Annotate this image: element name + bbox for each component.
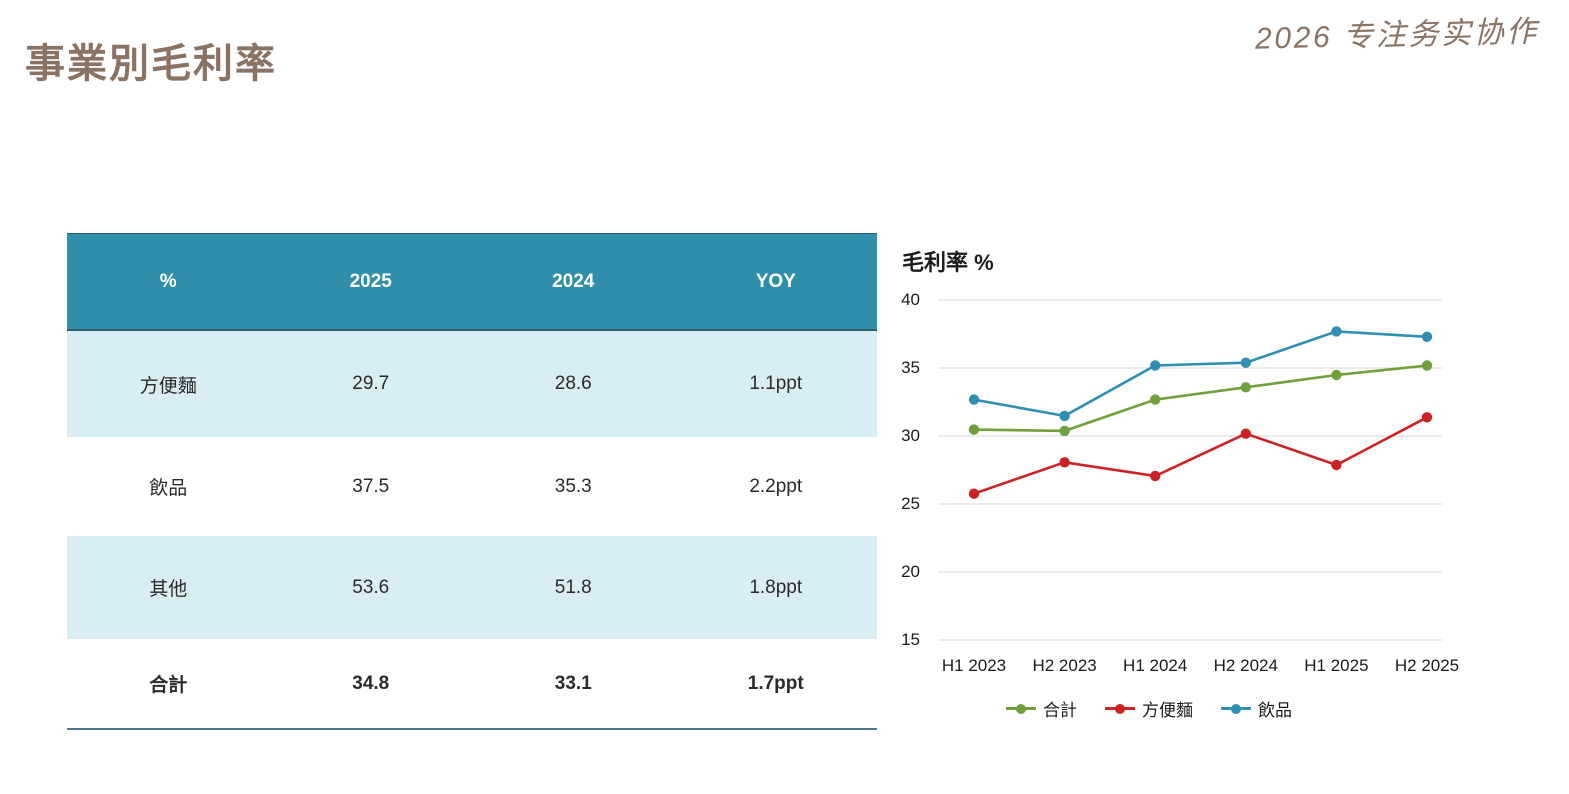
svg-text:30: 30 [901,426,920,445]
svg-text:25: 25 [901,494,920,513]
svg-text:H1 2023: H1 2023 [942,656,1006,675]
svg-text:H1 2024: H1 2024 [1123,656,1187,675]
svg-text:H1 2025: H1 2025 [1304,656,1368,675]
svg-text:H2 2025: H2 2025 [1395,656,1459,675]
svg-text:H2 2023: H2 2023 [1032,656,1096,675]
svg-text:40: 40 [901,290,920,309]
svg-text:H2 2024: H2 2024 [1214,656,1278,675]
svg-text:20: 20 [901,562,920,581]
svg-text:15: 15 [901,630,920,649]
svg-text:35: 35 [901,358,920,377]
